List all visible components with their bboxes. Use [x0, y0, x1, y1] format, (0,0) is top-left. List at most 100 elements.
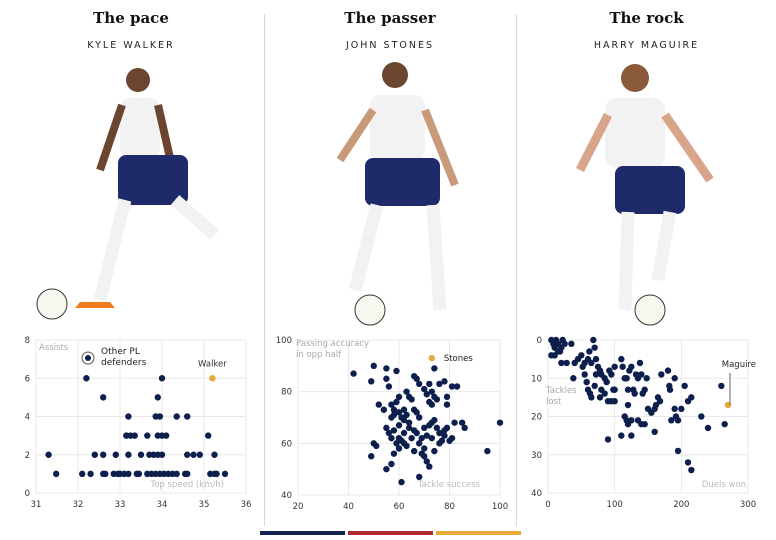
data-point: [137, 451, 145, 458]
data-point: [652, 401, 660, 409]
x-tick-label: 31: [31, 500, 42, 510]
data-point: [658, 371, 665, 378]
data-point: [211, 451, 218, 458]
data-point: [590, 336, 597, 344]
data-point: [45, 451, 52, 458]
divider: [264, 14, 265, 526]
x-axis-label: Tackle success: [417, 480, 481, 490]
y-tick-label: 40: [531, 489, 542, 499]
y-tick-label: 20: [531, 413, 542, 423]
x-tick-label: 300: [740, 500, 756, 510]
data-point: [672, 413, 680, 420]
data-point: [135, 470, 143, 478]
data-point: [413, 429, 420, 437]
data-point: [641, 420, 648, 428]
player-name: KYLE WALKER: [87, 40, 175, 51]
data-point: [102, 470, 109, 478]
data-point: [428, 388, 436, 395]
y-tick-label: 0: [537, 336, 542, 346]
highlight-label: Maguire: [722, 360, 756, 370]
data-point: [624, 401, 632, 409]
data-point: [443, 401, 451, 408]
y-tick-label: 10: [531, 374, 542, 384]
x-tick-label: 100: [492, 502, 508, 512]
y-axis-label: in opp half: [296, 350, 342, 360]
data-point: [79, 470, 86, 478]
panel-stones: The passer JOHN STONES: [265, 0, 515, 540]
data-point: [453, 383, 461, 390]
y-axis-label: lost: [546, 397, 562, 407]
x-tick-label: 200: [673, 500, 689, 510]
y-tick-label: 4: [25, 413, 30, 423]
data-point: [458, 419, 466, 426]
data-point: [390, 406, 398, 413]
data-point: [426, 380, 433, 388]
y-tick-label: 40: [281, 491, 292, 501]
data-point: [651, 428, 658, 435]
data-point: [418, 450, 425, 457]
data-point: [184, 470, 191, 478]
data-point: [592, 371, 600, 378]
color-bar-red: [348, 531, 433, 535]
x-tick-label: 20: [293, 502, 304, 512]
data-point: [611, 386, 618, 393]
panel-title: The pace: [93, 9, 169, 27]
data-point: [583, 378, 590, 386]
data-point: [441, 427, 448, 434]
data-point: [83, 375, 90, 382]
highlight-point: [209, 375, 216, 382]
color-bar-yellow: [436, 531, 521, 535]
data-point: [581, 371, 588, 378]
data-point: [588, 359, 595, 367]
data-point: [395, 422, 403, 429]
data-point: [400, 416, 408, 424]
data-point: [681, 382, 688, 390]
data-point: [461, 424, 468, 432]
data-point: [421, 424, 428, 432]
legend-label: Other PL: [101, 347, 140, 357]
data-point: [408, 434, 415, 442]
x-tick-label: 100: [607, 500, 623, 510]
data-point: [383, 465, 390, 473]
data-point: [410, 447, 418, 455]
data-point: [380, 406, 388, 413]
data-point: [619, 363, 626, 370]
data-point: [388, 460, 395, 468]
data-point: [393, 440, 400, 447]
data-point: [624, 386, 632, 393]
data-point: [421, 385, 428, 393]
data-point: [393, 367, 400, 375]
data-point: [436, 429, 443, 437]
data-point: [431, 365, 438, 372]
data-point: [163, 432, 170, 439]
data-point: [423, 391, 430, 398]
data-point: [570, 375, 577, 382]
data-point: [100, 451, 107, 458]
data-point: [413, 409, 420, 416]
divider: [516, 14, 517, 526]
chart-1: 31 32 33 34 35 36 0 2 4 6 8 Assists Top speed (km/h)…: [25, 336, 252, 510]
y-tick-label: 100: [276, 336, 292, 346]
data-point: [125, 470, 132, 478]
data-point: [678, 405, 685, 413]
data-point: [375, 401, 382, 408]
data-point: [558, 359, 565, 367]
data-point: [684, 459, 692, 466]
data-point: [190, 451, 197, 458]
y-axis-label: Passing accuracy: [296, 339, 369, 349]
data-point: [592, 355, 600, 363]
data-point: [604, 436, 612, 443]
data-point: [426, 398, 433, 406]
data-point: [91, 451, 99, 458]
x-tick-label: 80: [444, 502, 455, 512]
data-point: [448, 434, 456, 442]
panel-walker: The pace KYLE WALKER: [0, 0, 262, 540]
data-point: [448, 383, 456, 390]
data-point: [383, 375, 390, 382]
data-point: [154, 394, 161, 401]
data-point: [388, 414, 395, 421]
data-point: [578, 352, 585, 359]
y-tick-label: 0: [25, 489, 30, 499]
